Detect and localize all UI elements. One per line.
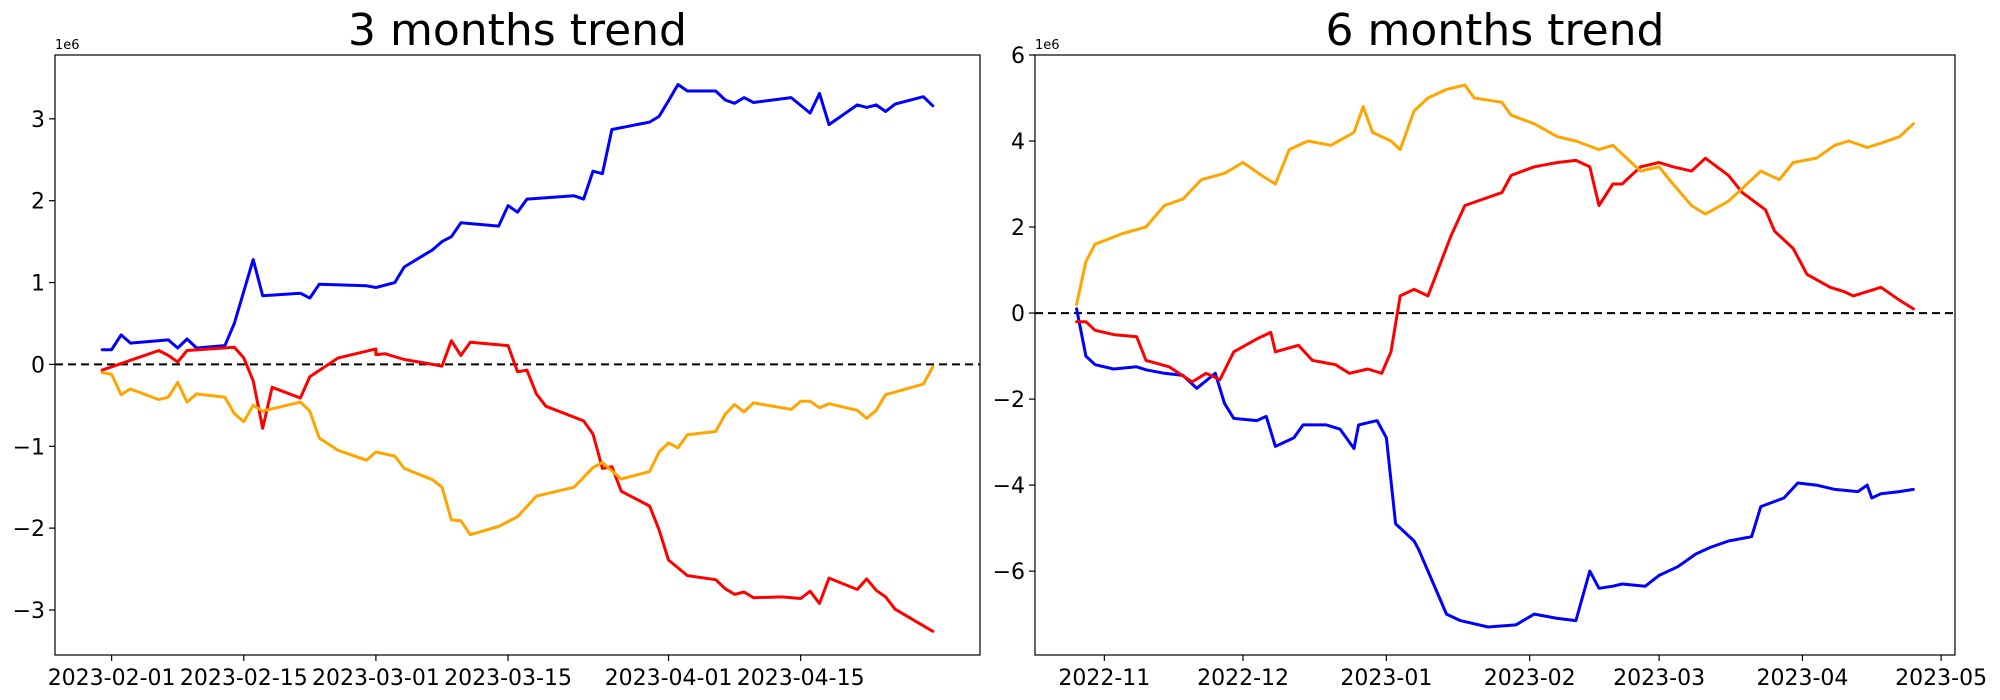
y-tick-label: 6 bbox=[1011, 44, 1025, 69]
y-offset-label: 1e6 bbox=[1035, 38, 1060, 53]
y-tick-label: 1 bbox=[31, 272, 45, 297]
y-tick-label: −4 bbox=[993, 474, 1025, 499]
x-tick-label: 2022-12 bbox=[1197, 666, 1289, 691]
x-tick-label: 2023-02 bbox=[1484, 666, 1576, 691]
x-tick-label: 2023-04-15 bbox=[737, 666, 865, 691]
y-offset-label: 1e6 bbox=[55, 38, 80, 53]
plot-frame bbox=[1034, 54, 1956, 656]
x-tick-label: 2023-02-15 bbox=[180, 666, 308, 691]
x-tick-label: 2023-01 bbox=[1340, 666, 1432, 691]
y-tick-label: 3 bbox=[31, 108, 45, 133]
chart-title: 6 months trend bbox=[1326, 5, 1665, 56]
y-tick-label: −6 bbox=[993, 560, 1025, 585]
x-tick-label: 2023-04-01 bbox=[605, 666, 733, 691]
series-line-3 bbox=[1075, 83, 1915, 306]
series-line-1 bbox=[100, 83, 935, 352]
x-tick-label: 2022-11 bbox=[1058, 666, 1150, 691]
plot-frame bbox=[54, 54, 981, 656]
y-tick-label: −1 bbox=[13, 435, 45, 460]
series-line-1 bbox=[1075, 307, 1915, 629]
y-tick-label: −2 bbox=[993, 388, 1025, 413]
x-tick-label: 2023-03-01 bbox=[312, 666, 440, 691]
y-tick-label: 0 bbox=[31, 353, 45, 378]
x-tick-label: 2023-03-15 bbox=[444, 666, 572, 691]
x-tick-label: 2023-02-01 bbox=[48, 666, 176, 691]
y-tick-label: 2 bbox=[31, 190, 45, 215]
series-line-2 bbox=[1075, 156, 1915, 384]
y-tick-label: 2 bbox=[1011, 216, 1025, 241]
series-line-2 bbox=[100, 339, 935, 633]
x-tick-label: 2023-04 bbox=[1756, 666, 1848, 691]
y-tick-label: 4 bbox=[1011, 130, 1025, 155]
x-tick-label: 2023-05 bbox=[1895, 666, 1987, 691]
y-tick-label: −2 bbox=[13, 517, 45, 542]
series-line-3 bbox=[100, 365, 935, 537]
y-tick-label: −3 bbox=[13, 599, 45, 624]
chart-title: 3 months trend bbox=[348, 5, 687, 56]
chart-panel-6-months: 6 months trend 1e6 6 4 2 0 −2 −4 −6 2022-11 2022-1… bbox=[993, 5, 1988, 691]
y-tick-label: 0 bbox=[1011, 302, 1025, 327]
x-tick-label: 2023-03 bbox=[1613, 666, 1705, 691]
